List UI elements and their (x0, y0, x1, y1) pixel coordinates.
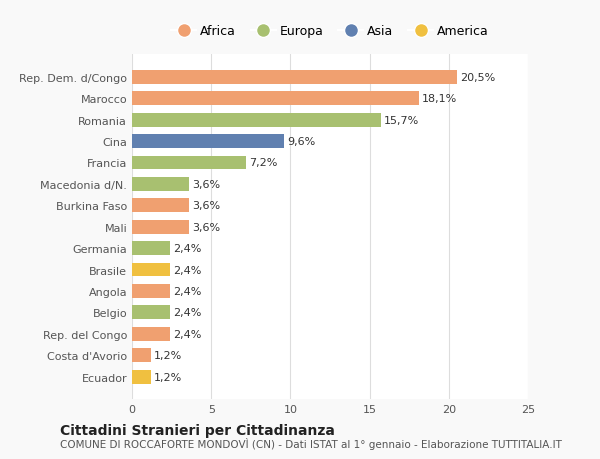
Text: 9,6%: 9,6% (287, 137, 316, 147)
Text: 2,4%: 2,4% (173, 308, 202, 318)
Text: 18,1%: 18,1% (422, 94, 457, 104)
Bar (132, 306, 170, 319)
Bar (132, 113, 380, 127)
Legend: Africa, Europa, Asia, America: Africa, Europa, Asia, America (166, 20, 494, 43)
Text: 2,4%: 2,4% (173, 244, 202, 253)
Bar (132, 178, 189, 191)
Text: 3,6%: 3,6% (192, 179, 220, 190)
Bar (132, 92, 419, 106)
Bar (132, 327, 170, 341)
Text: 15,7%: 15,7% (384, 115, 419, 125)
Bar (132, 370, 151, 384)
Bar (132, 348, 151, 362)
Bar (132, 263, 170, 277)
Bar (132, 241, 170, 256)
Text: Cittadini Stranieri per Cittadinanza: Cittadini Stranieri per Cittadinanza (60, 423, 335, 437)
Bar (132, 135, 284, 149)
Text: 2,4%: 2,4% (173, 286, 202, 296)
Text: 20,5%: 20,5% (460, 73, 495, 83)
Text: 3,6%: 3,6% (192, 222, 220, 232)
Text: 7,2%: 7,2% (249, 158, 278, 168)
Bar (132, 284, 170, 298)
Text: 2,4%: 2,4% (173, 265, 202, 275)
Text: 1,2%: 1,2% (154, 372, 182, 382)
Bar (132, 156, 246, 170)
Text: COMUNE DI ROCCAFORTE MONDOVÌ (CN) - Dati ISTAT al 1° gennaio - Elaborazione TUTT: COMUNE DI ROCCAFORTE MONDOVÌ (CN) - Dati… (60, 437, 562, 449)
Text: 1,2%: 1,2% (154, 350, 182, 360)
Text: 2,4%: 2,4% (173, 329, 202, 339)
Bar (132, 71, 457, 84)
Text: 3,6%: 3,6% (192, 201, 220, 211)
Bar (132, 220, 189, 234)
Bar (132, 199, 189, 213)
